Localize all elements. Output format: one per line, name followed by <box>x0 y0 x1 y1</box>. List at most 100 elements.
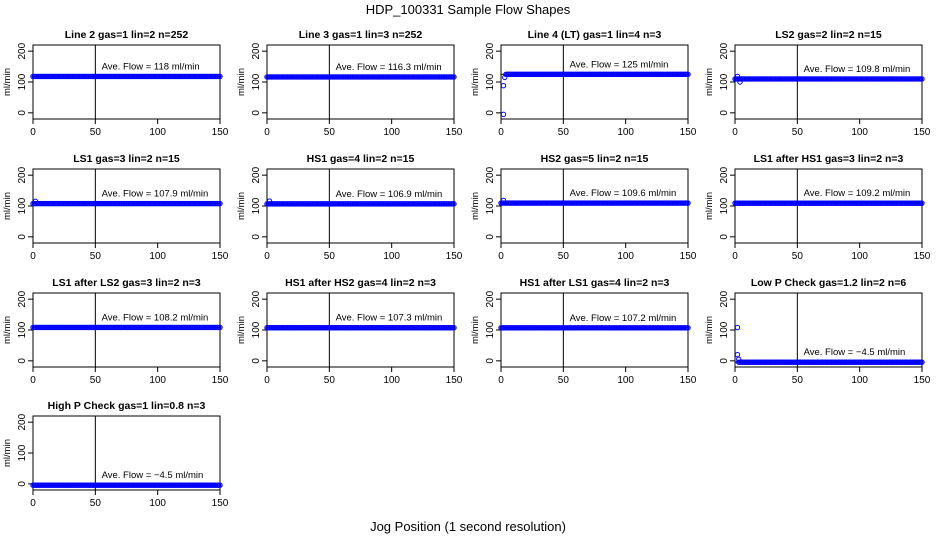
outlier-point <box>266 198 273 204</box>
y-tick-label: 100 <box>251 73 262 90</box>
x-tick-label: 100 <box>851 251 868 262</box>
x-tick-label: 50 <box>558 251 570 262</box>
x-tick-label: 150 <box>680 127 697 138</box>
x-tick-label: 150 <box>446 375 463 386</box>
y-tick-label: 200 <box>17 166 28 183</box>
data-points <box>264 325 457 331</box>
y-axis-label: ml/min <box>236 192 247 220</box>
y-tick-label: 0 <box>251 110 262 116</box>
y-tick-label: 200 <box>485 166 496 183</box>
panel-title: High P Check gas=1 lin=0.8 n=3 <box>48 400 206 412</box>
y-tick-label: 200 <box>719 290 730 307</box>
x-tick-label: 0 <box>264 375 270 386</box>
data-points <box>30 73 223 80</box>
plot-frame <box>500 44 689 120</box>
panel-title: Line 4 (LT) gas=1 lin=4 n=3 <box>528 29 662 41</box>
y-tick-label: 200 <box>719 166 730 183</box>
data-points <box>264 198 457 207</box>
x-tick-label: 0 <box>264 127 270 138</box>
data-points <box>732 200 925 206</box>
panel-title: LS2 gas=2 lin=2 n=15 <box>775 29 882 41</box>
y-tick-label: 0 <box>485 358 496 364</box>
x-tick-label: 100 <box>149 127 166 138</box>
y-tick-label: 100 <box>485 73 496 90</box>
average-flow-annotation: Ave. Flow = 125 ml/min <box>570 59 669 70</box>
outlier-point <box>502 74 508 81</box>
y-tick-label: 100 <box>485 197 496 214</box>
data-point <box>919 359 925 365</box>
panel-title: Low P Check gas=1.2 lin=2 n=6 <box>751 277 906 289</box>
data-point <box>685 71 691 77</box>
panel-10: HS1 after HS2 gas=4 lin=2 n=3 0 100 200 ml/m… <box>236 277 463 386</box>
x-tick-label: 50 <box>90 127 102 138</box>
x-tick-label: 150 <box>446 127 463 138</box>
average-flow-annotation: Ave. Flow = 109.2 ml/min <box>804 188 911 199</box>
x-tick-label: 100 <box>383 375 400 386</box>
y-tick-label: 0 <box>17 234 28 240</box>
panel-9: LS1 after LS2 gas=3 lin=2 n=3 0 100 200 ml/m… <box>2 277 229 386</box>
y-axis-label: ml/min <box>2 68 13 96</box>
y-tick-label: 200 <box>485 290 496 307</box>
y-tick-label: 0 <box>251 234 262 240</box>
figure-xlabel: Jog Position (1 second resolution) <box>370 519 566 534</box>
outlier-point <box>734 73 741 80</box>
outlier-point <box>32 198 39 205</box>
x-tick-label: 0 <box>732 251 738 262</box>
y-tick-label: 0 <box>251 358 262 364</box>
plot-frame <box>266 44 455 120</box>
data-point <box>217 73 223 80</box>
average-flow-annotation: Ave. Flow = −4.5 ml/min <box>804 347 906 358</box>
y-tick-label: 0 <box>485 234 496 240</box>
x-tick-label: 50 <box>792 375 804 386</box>
figure-title: HDP_100331 Sample Flow Shapes <box>366 2 571 17</box>
y-tick-label: 200 <box>719 42 730 59</box>
x-tick-label: 0 <box>498 127 504 138</box>
data-point <box>685 325 691 331</box>
y-tick-label: 200 <box>17 290 28 307</box>
panel-13: High P Check gas=1 lin=0.8 n=3 0 100 200 ml/… <box>2 400 229 509</box>
y-axis-label: ml/min <box>2 192 13 220</box>
average-flow-annotation: Ave. Flow = 109.6 ml/min <box>570 188 677 199</box>
plot-frame <box>32 44 221 120</box>
x-tick-label: 150 <box>446 251 463 262</box>
average-flow-annotation: Ave. Flow = 106.9 ml/min <box>336 189 443 200</box>
data-points <box>500 71 691 118</box>
y-axis-label: ml/min <box>704 192 715 220</box>
outlier-point <box>734 324 741 331</box>
y-tick-label: 100 <box>251 321 262 338</box>
x-tick-label: 100 <box>149 251 166 262</box>
x-tick-label: 150 <box>914 375 931 386</box>
panel-title: HS1 after HS2 gas=4 lin=2 n=3 <box>285 277 436 289</box>
panel-title: HS2 gas=5 lin=2 n=15 <box>541 153 649 165</box>
x-tick-label: 150 <box>212 375 229 386</box>
y-tick-label: 0 <box>17 358 28 364</box>
y-axis-label: ml/min <box>470 316 481 344</box>
y-tick-label: 100 <box>719 197 730 214</box>
panel-title: HS1 gas=4 lin=2 n=15 <box>307 153 415 165</box>
y-tick-label: 100 <box>251 197 262 214</box>
x-tick-label: 150 <box>212 251 229 262</box>
data-points <box>30 324 223 331</box>
y-tick-label: 200 <box>251 290 262 307</box>
panel-title: HS1 after LS1 gas=4 lin=2 n=3 <box>520 277 670 289</box>
panel-1: Line 2 gas=1 lin=2 n=252 0 100 200 ml/min 0 50… <box>2 29 229 138</box>
data-point <box>451 325 457 331</box>
panel-8: LS1 after HS1 gas=3 lin=2 n=3 0 100 200 ml/m… <box>704 153 931 262</box>
panel-6: HS1 gas=4 lin=2 n=15 0 100 200 ml/min 0 50 100 1… <box>236 153 463 262</box>
outlier-point <box>500 197 507 204</box>
x-tick-label: 0 <box>498 375 504 386</box>
x-tick-label: 150 <box>212 127 229 138</box>
x-tick-label: 50 <box>792 127 804 138</box>
y-tick-label: 100 <box>17 73 28 90</box>
x-tick-label: 100 <box>383 251 400 262</box>
x-tick-label: 150 <box>680 375 697 386</box>
panel-title: LS1 after LS2 gas=3 lin=2 n=3 <box>52 277 201 289</box>
data-point <box>217 324 223 331</box>
panel-2: Line 3 gas=1 lin=3 n=252 0 100 200 ml/min 0 50… <box>236 29 463 138</box>
x-tick-label: 100 <box>149 375 166 386</box>
x-tick-label: 100 <box>617 251 634 262</box>
y-tick-label: 0 <box>719 358 730 364</box>
average-flow-annotation: Ave. Flow = 116.3 ml/min <box>336 62 442 73</box>
x-tick-label: 150 <box>914 251 931 262</box>
